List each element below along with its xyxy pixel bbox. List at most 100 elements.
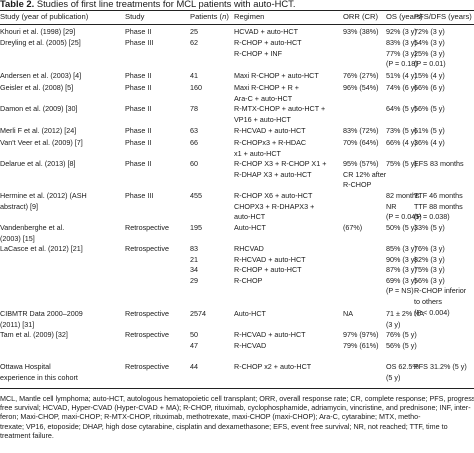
cell-pfs: PFS 31.2% (5 y) [414,362,467,371]
cell-regimen: RHCVAD [234,244,264,253]
cell-orr: 79% (61%) [343,340,379,350]
cell-os: (5 y) [386,372,401,382]
cell-regimen: R-HCVAD + auto-HCT [234,126,306,135]
cell-pfs: TTF 88 months [414,201,463,211]
cell-regimen: HCVAD + auto-HCT [234,27,298,36]
cell-pfs: NA [414,309,424,318]
cell-study: experience in this cohort [0,372,78,382]
cell-orr: 95% (57%) [343,159,379,168]
cell-study: Dreyling et al. (2005) [25] [0,38,81,47]
cell-os: 77% (3 y) [386,48,417,58]
cell-patients: 62 [190,38,198,47]
cell-pfs: 72% (3 y) [414,27,445,36]
header-patients: Patients (n) [190,12,229,21]
cell-os: 92% (3 y) [386,27,417,36]
footnote-line: feron; Maxi-CHOP, maxi-CHOP; R-MTX-CHOP,… [0,412,421,422]
footnote-line: trexate; VP16, etoposide; DHAP, high dos… [0,421,448,431]
cell-pfs: R-CHOP inferior [414,286,467,296]
cell-os: 51% (4 y) [386,71,417,80]
cell-regimen: Auto-HCT [234,309,266,318]
cell-orr: (67%) [343,223,363,232]
cell-os: 85% (3 y) [386,244,417,253]
footnote-line: treatment failure. [0,430,54,440]
cell-regimen: Maxi R-CHOP + auto-HCT [234,71,319,80]
cell-study: Van't Veer et al. (2009) [7] [0,138,83,147]
cell-phase: Phase II [125,126,152,135]
cell-study: Andersen et al. (2003) [4] [0,71,82,80]
cell-orr: 76% (27%) [343,71,379,80]
cell-pfs: 36% (4 y) [414,138,445,147]
table-footnote: MCL, Mantle cell lymphoma; auto-HCT, aut… [0,394,474,440]
cell-regimen: Auto-HCT [234,223,266,232]
cell-regimen: R-CHOP + INF [234,48,282,58]
cell-study: Geisler et al. (2008) [5] [0,83,74,92]
cell-phase: Phase II [125,138,152,147]
cell-study: Merli F et al. (2012) [24] [0,126,77,135]
cell-patients: 29 [190,275,198,285]
cell-os: 74% (6 y) [386,83,417,92]
cell-os: 75% (5 y) [386,159,417,168]
cell-regimen: R-HCVAD [234,340,267,350]
cell-phase: Retrospective [125,223,169,232]
header-pfs: PFS/DFS (years) [414,12,472,21]
cell-pfs: 54% (3 y) [414,38,445,47]
cell-os: 90% (3 y) [386,254,417,264]
cell-orr: 97% (97%) [343,330,379,339]
cell-os: 82 months [386,191,420,200]
table-caption-text: Studies of first line treatments for MCL… [34,0,296,9]
cell-regimen: VP16 + auto-HCT [234,114,291,124]
cell-orr: 83% (72%) [343,126,379,135]
header-phase: Study [125,12,145,21]
cell-os: 66% (4 y) [386,138,417,147]
cell-regimen: R-MTX-CHOP + auto-HCT + [234,104,326,113]
cell-os: 69% (3 y) [386,275,417,285]
cell-patients: 63 [190,126,198,135]
cell-pfs: (P < 0.004) [414,307,450,317]
cell-orr: R-CHOP [343,180,372,190]
cell-study: Delarue et al. (2013) [8] [0,159,76,168]
cell-pfs: 33% (5 y) [414,223,445,232]
cell-patients: 34 [190,265,198,275]
cell-regimen: R-HCVAD + auto-HCT [234,254,306,264]
table-caption-label: Table 2. [0,0,35,9]
cell-os: 50% (5 y) [386,223,417,232]
cell-pfs: TTF 46 months [414,191,463,200]
cell-study: Khouri et al. (1998) [29] [0,27,76,36]
cell-regimen: R-CHOP X3 + R-CHOP X1 + [234,159,327,168]
footnote-line: MCL, Mantle cell lymphoma; auto-HCT, aut… [0,394,474,403]
cell-study: Tam et al. (2009) [32] [0,330,68,339]
cell-regimen: R-CHOP x2 + auto-HCT [234,362,312,371]
cell-patients: 41 [190,71,198,80]
cell-regimen: R-DHAP X3 + auto-HCT [234,169,312,179]
cell-phase: Phase II [125,159,152,168]
cell-pfs: EFS 83 months [414,159,464,168]
cell-pfs: 76% (3 y) [414,244,445,253]
cell-os: (P = 0.18) [386,59,418,69]
cell-regimen: R-CHOP + auto-HCT [234,265,302,275]
cell-regimen: x1 + auto-HCT [234,148,281,158]
cell-phase: Phase II [125,83,152,92]
cell-os: OS 62.5% [386,362,419,371]
cell-patients: 2574 [190,309,206,318]
cell-pfs: 25% (3 y) [414,48,445,58]
cell-pfs: 66% (6 y) [414,83,445,92]
cell-patients: 66 [190,138,198,147]
cell-pfs: 75% (3 y) [414,265,445,275]
cell-pfs: 15% (4 y) [414,71,445,80]
cell-pfs: to others [414,297,442,306]
cell-phase: Retrospective [125,362,169,371]
cell-regimen: auto-HCT [234,212,266,222]
cell-patients: 160 [190,83,202,92]
cell-regimen: R-CHOP + auto-HCT [234,38,302,47]
cell-phase: Phase II [125,104,152,113]
cell-patients: 195 [190,223,202,232]
cell-phase: Phase II [125,27,152,36]
cell-patients: 47 [190,340,198,350]
cell-orr: 70% (64%) [343,138,379,147]
cell-patients: 455 [190,191,202,200]
table-top-rule [0,10,474,11]
cell-study: (2011) [31] [0,319,35,329]
header-regimen: Regimen [234,12,265,21]
cell-os: (P = NS) [386,286,414,296]
